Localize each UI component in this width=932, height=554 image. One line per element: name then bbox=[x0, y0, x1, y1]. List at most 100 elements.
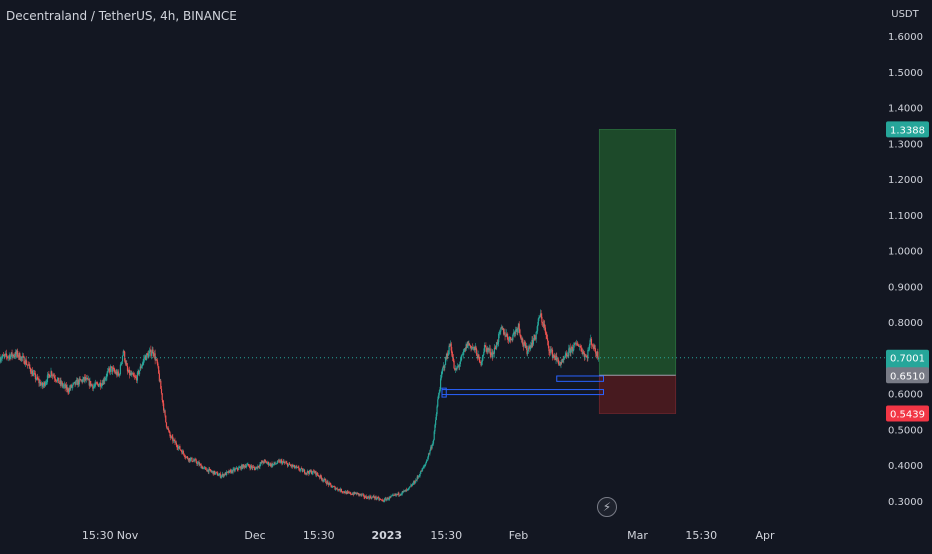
candle-body bbox=[546, 335, 548, 339]
target-price-badge: 1.3388 bbox=[890, 125, 925, 136]
candle-body bbox=[0, 357, 1, 362]
candle-body bbox=[24, 363, 26, 365]
candle-body bbox=[41, 382, 44, 387]
candle-body bbox=[352, 493, 355, 495]
candle-body bbox=[585, 356, 588, 358]
candle-body bbox=[512, 334, 514, 341]
candle-body bbox=[109, 366, 112, 372]
candle-body bbox=[87, 378, 89, 381]
candle-body bbox=[216, 472, 219, 476]
candle-body bbox=[537, 324, 539, 331]
candle-body bbox=[448, 345, 450, 355]
candle-body bbox=[102, 383, 104, 385]
zone-rect bbox=[441, 389, 604, 396]
candle-body bbox=[189, 458, 192, 461]
candle-body bbox=[132, 373, 134, 376]
candle-body bbox=[272, 464, 274, 467]
candle-body bbox=[105, 377, 107, 379]
candle-body bbox=[244, 465, 246, 468]
candle-body bbox=[386, 497, 389, 500]
candle-body bbox=[159, 380, 161, 382]
candle-body bbox=[510, 338, 513, 341]
candle-body bbox=[51, 371, 53, 376]
candle-body bbox=[368, 497, 370, 499]
candle-body bbox=[47, 373, 49, 376]
candle-body bbox=[115, 371, 117, 374]
candle-body bbox=[17, 350, 19, 357]
candle-body bbox=[424, 465, 426, 466]
candle-body bbox=[299, 469, 301, 471]
candle-body bbox=[357, 493, 360, 495]
candle-body bbox=[373, 496, 375, 498]
candle-body bbox=[78, 378, 80, 385]
candle-body bbox=[15, 351, 17, 355]
candle-body bbox=[299, 469, 301, 471]
candle-body bbox=[597, 351, 599, 359]
candle-body bbox=[407, 488, 409, 490]
candle-body bbox=[490, 353, 492, 356]
candle-body bbox=[335, 488, 338, 489]
candle-body bbox=[294, 465, 296, 468]
candle-body bbox=[181, 451, 183, 454]
candle-body bbox=[359, 494, 362, 495]
candle-body bbox=[493, 347, 496, 354]
candle-body bbox=[326, 481, 328, 485]
candle-body bbox=[549, 351, 551, 353]
candle-body bbox=[346, 491, 348, 495]
candle-body bbox=[459, 361, 462, 365]
candle-body bbox=[145, 356, 147, 360]
candle-body bbox=[182, 451, 185, 454]
candle-body bbox=[562, 359, 564, 361]
candle-body bbox=[485, 345, 487, 348]
candle-body bbox=[148, 353, 150, 358]
candle-body bbox=[329, 482, 331, 484]
candle-body bbox=[73, 382, 75, 384]
candle-body bbox=[352, 493, 354, 495]
candle-body bbox=[94, 385, 96, 386]
candle-body bbox=[44, 383, 46, 386]
candle-body bbox=[240, 466, 242, 470]
candle-body bbox=[189, 458, 191, 461]
candle-body bbox=[224, 472, 226, 476]
candle-body bbox=[174, 439, 176, 443]
candle-body bbox=[304, 473, 306, 475]
candle-body bbox=[395, 494, 397, 496]
candle-body bbox=[439, 389, 441, 393]
candle-body bbox=[334, 486, 336, 490]
candle-body bbox=[412, 484, 414, 485]
candle-body bbox=[405, 489, 408, 491]
candle-body bbox=[163, 410, 165, 412]
candle-body bbox=[369, 496, 371, 499]
last-price-badge: 0.7001 bbox=[890, 354, 925, 365]
candle-body bbox=[17, 356, 20, 358]
candle-body bbox=[393, 494, 395, 496]
candle-body bbox=[566, 355, 568, 357]
candle-body bbox=[469, 345, 471, 347]
candle-body bbox=[483, 351, 485, 355]
candle-body bbox=[475, 346, 477, 350]
lightning-icon[interactable]: ⚡ bbox=[597, 497, 617, 517]
candle-body bbox=[454, 368, 457, 371]
candle-body bbox=[569, 347, 571, 354]
candle-body bbox=[233, 468, 235, 470]
candle-body bbox=[481, 361, 483, 365]
candle-body bbox=[290, 465, 292, 467]
candle-body bbox=[405, 489, 407, 492]
candle-body bbox=[578, 345, 581, 347]
candle-body bbox=[385, 498, 387, 501]
candle-body bbox=[107, 371, 109, 374]
candle-body bbox=[418, 476, 420, 478]
candle-body bbox=[238, 467, 240, 470]
candle-body bbox=[184, 455, 186, 458]
candle-body bbox=[472, 347, 474, 349]
candle-body bbox=[0, 358, 3, 360]
candle-body bbox=[119, 364, 122, 375]
candle-body bbox=[366, 498, 368, 499]
candle-body bbox=[2, 354, 4, 357]
candle-body bbox=[22, 356, 24, 357]
candle-body bbox=[250, 465, 252, 469]
candle-body bbox=[463, 351, 465, 352]
candle-body bbox=[573, 343, 576, 345]
